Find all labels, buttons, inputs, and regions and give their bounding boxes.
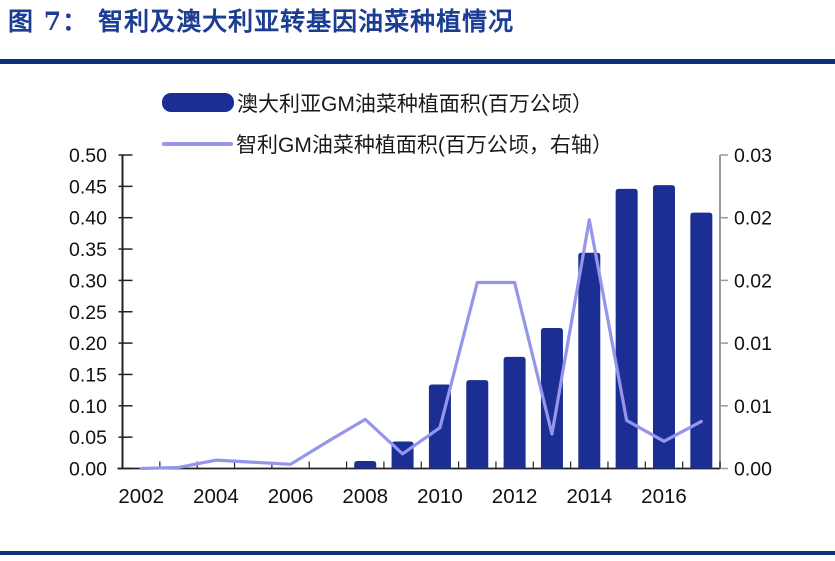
bar-2011 xyxy=(466,380,489,469)
legend-item-australia-bars: 澳大利亚GM油菜种植面积(百万公顷） xyxy=(162,82,613,123)
bar-2013 xyxy=(540,328,563,469)
legend-label-australia: 澳大利亚GM油菜种植面积(百万公顷） xyxy=(237,92,593,116)
figure-number: 图 7： xyxy=(8,7,89,36)
bar-2008 xyxy=(354,460,377,469)
left-axis-tick-label: 0.10 xyxy=(69,396,107,418)
left-axis-tick-label: 0.40 xyxy=(69,208,107,230)
figure-caption: 智利及澳大利亚转基因油菜种植情况 xyxy=(98,7,515,36)
bar-2012 xyxy=(503,356,526,469)
line-series-chile xyxy=(139,218,703,471)
right-axis-tick-label: 0.03 xyxy=(734,145,772,167)
left-axis-tick-label: 0.35 xyxy=(69,239,107,261)
bar-2016 xyxy=(652,185,675,469)
bar-2010 xyxy=(428,384,451,469)
legend-item-chile-line: 智利GM油菜种植面积(百万公顷，右轴） xyxy=(162,123,613,164)
right-axis-tick-label: 0.00 xyxy=(734,459,772,481)
bar-series-swatch xyxy=(162,93,234,112)
x-axis-tick-label: 2006 xyxy=(268,485,314,508)
right-axis-tick-label: 0.02 xyxy=(734,270,772,292)
left-axis-tick-label: 0.30 xyxy=(69,270,107,292)
left-axis-tick-label: 0.25 xyxy=(69,302,107,324)
left-axis-tick-label: 0.50 xyxy=(69,145,107,167)
figure-title: 图 7： 智利及澳大利亚转基因油菜种植情况 xyxy=(8,2,514,38)
x-axis-tick-label: 2008 xyxy=(342,485,388,508)
left-axis-tick-label: 0.15 xyxy=(69,364,107,386)
right-axis-tick-label: 0.01 xyxy=(734,333,772,355)
line-series-swatch xyxy=(162,141,233,146)
right-axis-tick-label: 0.01 xyxy=(734,396,772,418)
left-axis-tick-label: 0.00 xyxy=(69,459,107,481)
bar-2014 xyxy=(578,252,601,469)
top-divider xyxy=(0,59,835,64)
right-axis-tick-label: 0.02 xyxy=(734,208,772,230)
left-axis-tick-label: 0.05 xyxy=(69,427,107,449)
bar-2009 xyxy=(391,441,414,469)
left-axis-tick-label: 0.45 xyxy=(69,176,107,198)
x-axis-tick-label: 2016 xyxy=(641,485,687,508)
x-axis-tick-label: 2014 xyxy=(566,485,612,508)
bottom-divider xyxy=(0,551,835,555)
x-axis-tick-label: 2004 xyxy=(193,485,239,508)
chart-legend: 澳大利亚GM油菜种植面积(百万公顷） 智利GM油菜种植面积(百万公顷，右轴） xyxy=(162,82,613,164)
x-axis-tick-label: 2012 xyxy=(492,485,538,508)
legend-label-chile: 智利GM油菜种植面积(百万公顷，右轴） xyxy=(236,133,613,157)
x-axis-tick-label: 2010 xyxy=(417,485,463,508)
left-axis-tick-label: 0.20 xyxy=(69,333,107,355)
x-axis-tick-label: 2002 xyxy=(118,485,164,508)
bar-2017 xyxy=(690,212,713,469)
bar-2015 xyxy=(615,188,638,469)
